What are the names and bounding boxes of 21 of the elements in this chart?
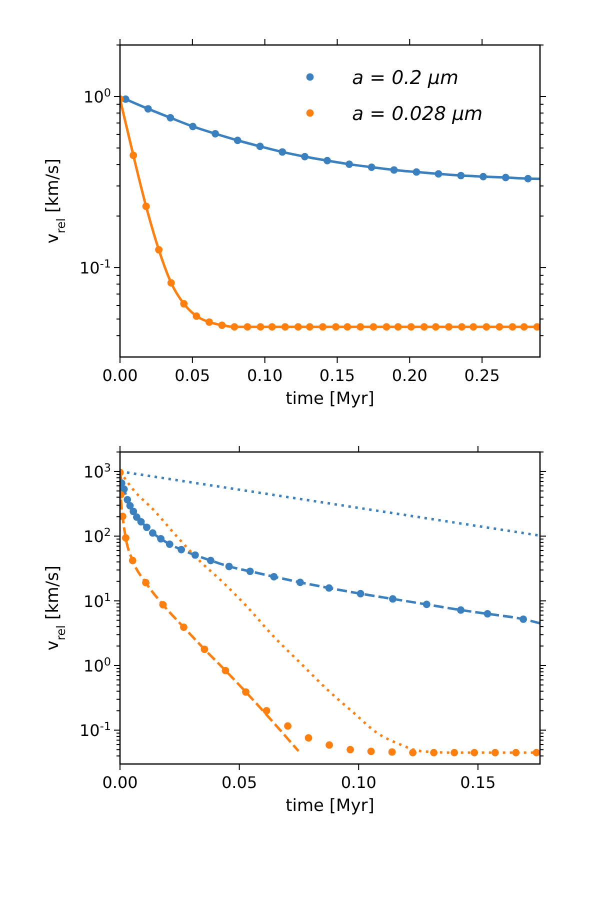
x-tick-label: 0.20 xyxy=(392,366,428,385)
y-tick-label: 10$^{-1}$ xyxy=(79,720,111,740)
x-axis-title: time [Myr] xyxy=(286,796,374,816)
y-tick-label: 10$^{-1}$ xyxy=(79,257,111,278)
legend-label: a = 0.028 μm xyxy=(352,103,483,125)
x-tick-label: 0.10 xyxy=(340,773,376,792)
x-tick-label: 0.10 xyxy=(247,366,283,385)
x-tick-label: 0.15 xyxy=(319,366,356,385)
x-tick-label: 0.05 xyxy=(222,773,258,792)
y-tick-label: 10$^{2}$ xyxy=(84,526,111,546)
x-tick-label: 0.00 xyxy=(102,366,138,385)
y-tick-label: 10$^{3}$ xyxy=(84,460,111,482)
x-axis-title: time [Myr] xyxy=(286,389,374,409)
x-tick-label: 0.05 xyxy=(174,366,210,385)
x-tick-label: 0.00 xyxy=(102,773,138,792)
y-tick-label: 10$^{0}$ xyxy=(84,655,111,676)
y-tick-label: 10$^{1}$ xyxy=(84,590,111,611)
x-tick-label: 0.15 xyxy=(460,773,496,792)
y-tick-label: 10$^{0}$ xyxy=(84,86,111,106)
x-tick-label: 0.25 xyxy=(464,366,500,385)
legend-label: a = 0.2 μm xyxy=(352,67,458,89)
